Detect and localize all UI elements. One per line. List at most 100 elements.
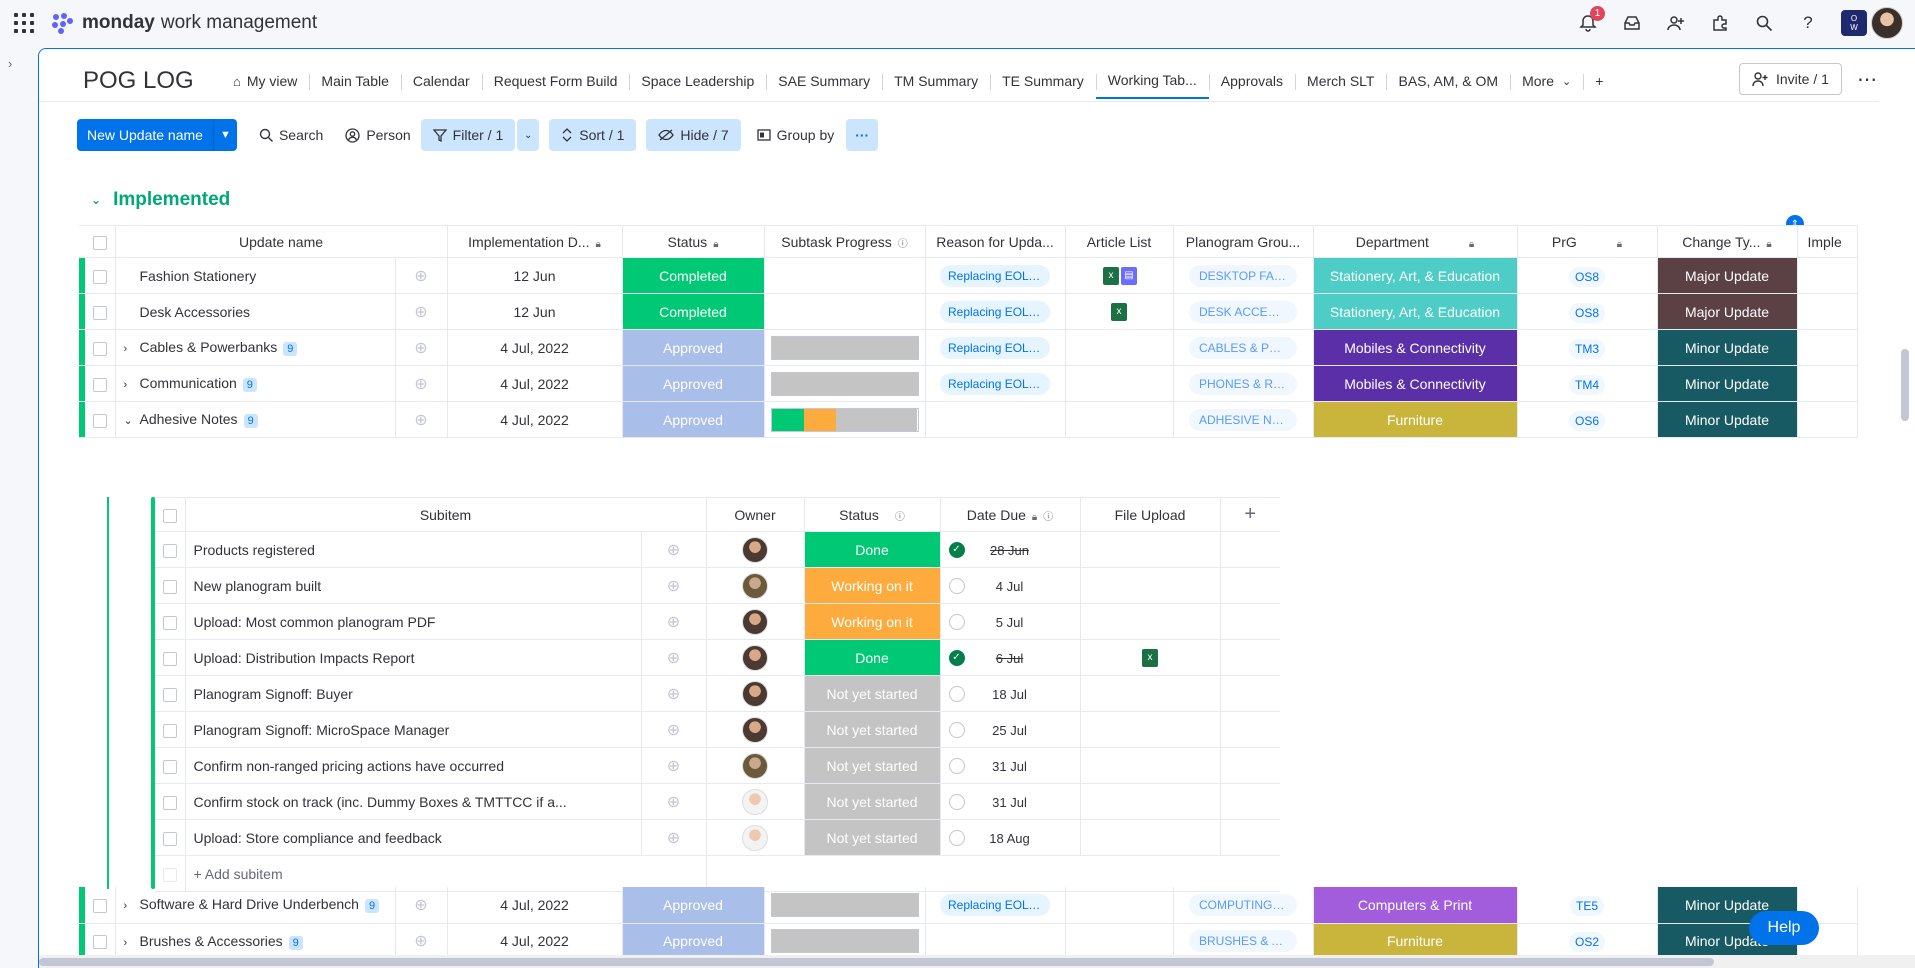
item-name[interactable]: › Software & Hard Drive Underbench 9 bbox=[115, 887, 396, 924]
column-header-reason[interactable]: Reason for Upda... bbox=[925, 225, 1066, 258]
date-due-cell[interactable]: 5 Jul bbox=[940, 603, 1081, 640]
date-due-cell[interactable]: 31 Jul bbox=[940, 783, 1081, 820]
reason-cell[interactable]: Replacing EOL pr... bbox=[925, 293, 1066, 330]
status-cell[interactable]: Approved bbox=[622, 365, 765, 402]
article-list-cell[interactable] bbox=[1065, 401, 1174, 438]
subitem-status-cell[interactable]: Working on it bbox=[804, 603, 941, 640]
add-update-icon[interactable]: ⊕ bbox=[641, 783, 707, 820]
empty-circle-icon[interactable] bbox=[948, 758, 965, 775]
prg-cell[interactable]: TE5 bbox=[1517, 887, 1658, 924]
scroll-thumb[interactable] bbox=[39, 958, 1714, 966]
item-name[interactable]: › Cables & Powerbanks 9 bbox=[115, 329, 396, 366]
expand-icon[interactable]: › bbox=[123, 379, 128, 391]
column-header-implementation-date[interactable]: Implementation D... 🔒︎ bbox=[447, 225, 623, 258]
add-update-icon[interactable]: ⊕ bbox=[641, 639, 707, 676]
empty-circle-icon[interactable] bbox=[948, 686, 965, 703]
inbox-icon[interactable] bbox=[1621, 12, 1643, 34]
date-due-cell[interactable]: 18 Aug bbox=[940, 819, 1081, 856]
empty-circle-icon[interactable] bbox=[948, 578, 965, 595]
subitem-status-cell[interactable]: Done bbox=[804, 639, 941, 676]
column-header-file-upload[interactable]: File Upload bbox=[1080, 497, 1221, 532]
owner-cell[interactable] bbox=[706, 531, 805, 568]
invite-button[interactable]: Invite / 1 bbox=[1739, 63, 1842, 95]
subitem-name[interactable]: Upload: Distribution Impacts Report bbox=[185, 639, 642, 676]
department-cell[interactable]: Stationery, Art, & Education bbox=[1313, 293, 1518, 330]
subitem-status-cell[interactable]: Done bbox=[804, 531, 941, 568]
add-column-button[interactable]: + bbox=[1220, 497, 1280, 532]
file-upload-cell[interactable]: x bbox=[1080, 639, 1221, 676]
tab-request-form-build[interactable]: Request Form Build bbox=[481, 63, 630, 99]
column-header-prg[interactable]: PrG 🔒︎ bbox=[1517, 225, 1658, 258]
subitem-checkbox[interactable] bbox=[155, 783, 186, 820]
subitem-checkbox[interactable] bbox=[155, 747, 186, 784]
column-header-implementation[interactable]: Imple bbox=[1797, 225, 1858, 258]
change-type-cell[interactable]: Major Update bbox=[1657, 293, 1798, 330]
implementation-date-cell[interactable]: 4 Jul, 2022 bbox=[447, 887, 623, 924]
add-update-icon[interactable]: ⊕ bbox=[641, 819, 707, 856]
help-icon[interactable]: ? bbox=[1803, 13, 1813, 32]
department-cell[interactable]: Mobiles & Connectivity bbox=[1313, 329, 1518, 366]
change-type-cell[interactable]: Minor Update bbox=[1657, 365, 1798, 402]
subitem-checkbox[interactable] bbox=[155, 567, 186, 604]
subitem-status-cell[interactable]: Not yet started bbox=[804, 747, 941, 784]
date-due-cell[interactable]: 4 Jul bbox=[940, 567, 1081, 604]
add-update-icon[interactable]: ⊕ bbox=[395, 257, 448, 294]
add-update-icon[interactable]: ⊕ bbox=[641, 567, 707, 604]
new-item-button[interactable]: New Update name ▼ bbox=[77, 119, 237, 151]
subitem-name[interactable]: Planogram Signoff: MicroSpace Manager bbox=[185, 711, 642, 748]
column-header-change-type[interactable]: Change Ty... 🔒︎ bbox=[1657, 225, 1798, 258]
subitem-checkbox[interactable] bbox=[155, 639, 186, 676]
article-list-cell[interactable]: x ▤ bbox=[1065, 257, 1174, 294]
column-header-subtask-progress[interactable]: Subtask Progress ⓘ bbox=[764, 225, 926, 258]
vertical-scrollbar[interactable] bbox=[1901, 349, 1909, 421]
table-row[interactable]: Fashion Stationery ⊕ 12 Jun Completed Re… bbox=[79, 257, 1858, 294]
excel-file-icon[interactable]: x bbox=[1142, 648, 1158, 667]
date-due-cell[interactable]: ✓ 6 Jul bbox=[940, 639, 1081, 676]
filter-dropdown-icon[interactable]: ⌄ bbox=[517, 119, 540, 151]
file-upload-cell[interactable] bbox=[1080, 531, 1221, 568]
department-cell[interactable]: Stationery, Art, & Education bbox=[1313, 257, 1518, 294]
tab-main-table[interactable]: Main Table bbox=[309, 63, 400, 99]
column-header-date-due[interactable]: Date Due 🔒︎ ⓘ bbox=[940, 497, 1081, 532]
tab-calendar[interactable]: Calendar bbox=[400, 63, 482, 99]
department-cell[interactable]: Computers & Print bbox=[1313, 887, 1518, 924]
filter-button[interactable]: Filter / 1 bbox=[420, 119, 516, 151]
subitem-row[interactable]: Planogram Signoff: Buyer ⊕ Not yet started… bbox=[155, 675, 1280, 712]
subitem-name[interactable]: Confirm non-ranged pricing actions have … bbox=[185, 747, 642, 784]
subitem-row[interactable]: Products registered ⊕ Done ✓ 28 Jun bbox=[155, 531, 1280, 568]
reason-cell[interactable]: Replacing EOL pr... bbox=[925, 365, 1066, 402]
app-grid-icon[interactable] bbox=[14, 13, 34, 33]
add-update-icon[interactable]: ⊕ bbox=[641, 711, 707, 748]
column-header-department[interactable]: Department 🔒︎ bbox=[1313, 225, 1518, 258]
status-cell[interactable]: Approved bbox=[622, 887, 765, 924]
reason-cell[interactable] bbox=[925, 401, 1066, 438]
prg-cell[interactable]: TM4 bbox=[1517, 365, 1658, 402]
article-list-cell[interactable] bbox=[1065, 365, 1174, 402]
subitem-status-cell[interactable]: Not yet started bbox=[804, 711, 941, 748]
add-update-icon[interactable]: ⊕ bbox=[641, 747, 707, 784]
row-checkbox[interactable] bbox=[85, 257, 116, 294]
file-upload-cell[interactable] bbox=[1080, 603, 1221, 640]
collapse-icon[interactable]: ⌄ bbox=[123, 415, 133, 427]
expand-sidebar-icon[interactable]: › bbox=[8, 56, 13, 71]
change-type-cell[interactable]: Minor Update bbox=[1657, 401, 1798, 438]
planogram-group-cell[interactable]: DESKTOP FASHI... bbox=[1173, 257, 1314, 294]
subitem-name[interactable]: Products registered bbox=[185, 531, 642, 568]
table-row[interactable]: Desk Accessories ⊕ 12 Jun Completed Repl… bbox=[79, 293, 1858, 330]
planogram-group-cell[interactable]: DESK ACCESSOR... bbox=[1173, 293, 1314, 330]
subitem-name[interactable]: Upload: Store compliance and feedback bbox=[185, 819, 642, 856]
add-update-icon[interactable]: ⊕ bbox=[395, 329, 448, 366]
change-type-cell[interactable]: Minor Update bbox=[1657, 329, 1798, 366]
tab-merch-slt[interactable]: Merch SLT bbox=[1295, 63, 1386, 99]
date-due-cell[interactable]: 31 Jul bbox=[940, 747, 1081, 784]
bell-icon[interactable]: 1 bbox=[1577, 6, 1605, 34]
subitem-name[interactable]: Confirm stock on track (inc. Dummy Boxes… bbox=[185, 783, 642, 820]
subitem-status-cell[interactable]: Not yet started bbox=[804, 783, 941, 820]
planogram-group-cell[interactable]: PHONES & RECO... bbox=[1173, 365, 1314, 402]
tab-sae-summary[interactable]: SAE Summary bbox=[766, 63, 882, 99]
column-header-owner[interactable]: Owner bbox=[706, 497, 805, 532]
status-cell[interactable]: Approved bbox=[622, 923, 765, 960]
check-circle-icon[interactable]: ✓ bbox=[948, 650, 965, 667]
item-name[interactable]: Fashion Stationery bbox=[115, 257, 396, 294]
subitem-checkbox[interactable] bbox=[155, 819, 186, 856]
